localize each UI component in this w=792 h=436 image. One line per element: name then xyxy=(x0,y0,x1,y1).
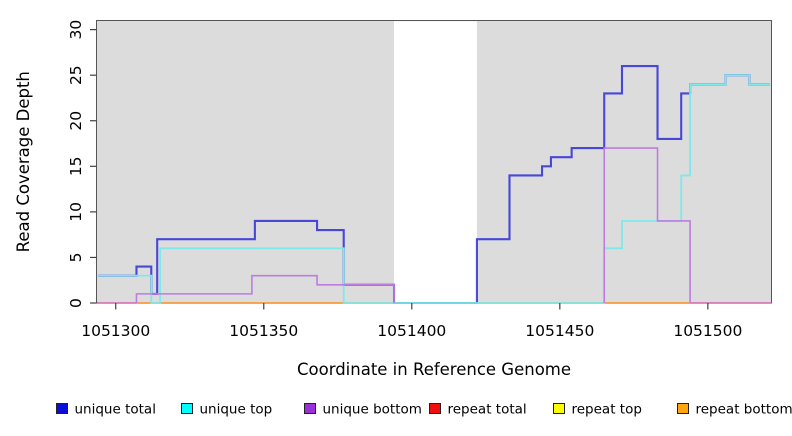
legend-item-label: repeat top xyxy=(572,402,642,418)
legend-item-unique-total: unique total xyxy=(56,399,156,417)
x-axis: 1051300 1051350 1051400 1051450 1051500 xyxy=(81,303,742,340)
legend-item-repeat-bottom: repeat bottom xyxy=(677,399,792,417)
legend-swatch-icon xyxy=(56,403,68,415)
no-data-band xyxy=(394,21,477,303)
x-tick-label: 1051300 xyxy=(81,322,150,340)
x-tick-label: 1051500 xyxy=(673,322,742,340)
y-tick-label: 15 xyxy=(67,156,85,176)
legend-swatch-icon xyxy=(181,403,193,415)
legend-item-label: unique total xyxy=(75,402,156,418)
y-tick-label: 20 xyxy=(67,111,85,131)
legend-item-label: repeat total xyxy=(448,402,527,418)
y-tick-label: 5 xyxy=(67,252,85,262)
y-tick-label: 10 xyxy=(67,202,85,222)
legend-item-label: repeat bottom xyxy=(696,402,792,418)
legend-item-unique-bottom: unique bottom xyxy=(304,399,422,417)
legend-swatch-icon xyxy=(429,403,441,415)
y-tick-label: 30 xyxy=(67,20,85,40)
x-axis-title: Coordinate in Reference Genome xyxy=(297,360,571,379)
legend-item-label: unique bottom xyxy=(323,402,422,418)
y-axis: 0 5 10 15 20 25 30 xyxy=(67,20,97,308)
x-tick-label: 1051400 xyxy=(377,322,446,340)
legend-swatch-icon xyxy=(553,403,565,415)
legend-item-repeat-total: repeat total xyxy=(429,399,527,417)
legend-item-label: unique top xyxy=(200,402,273,418)
legend: unique total unique top unique bottom repea… xyxy=(0,399,792,419)
legend-item-unique-top: unique top xyxy=(181,399,272,417)
y-tick-label: 25 xyxy=(67,65,85,85)
legend-swatch-icon xyxy=(304,403,316,415)
y-axis-title: Read Coverage Depth xyxy=(14,71,33,252)
x-tick-label: 1051450 xyxy=(525,322,594,340)
y-tick-label: 0 xyxy=(67,298,85,308)
legend-item-repeat-top: repeat top xyxy=(553,399,642,417)
legend-swatch-icon xyxy=(677,403,689,415)
x-tick-label: 1051350 xyxy=(229,322,298,340)
